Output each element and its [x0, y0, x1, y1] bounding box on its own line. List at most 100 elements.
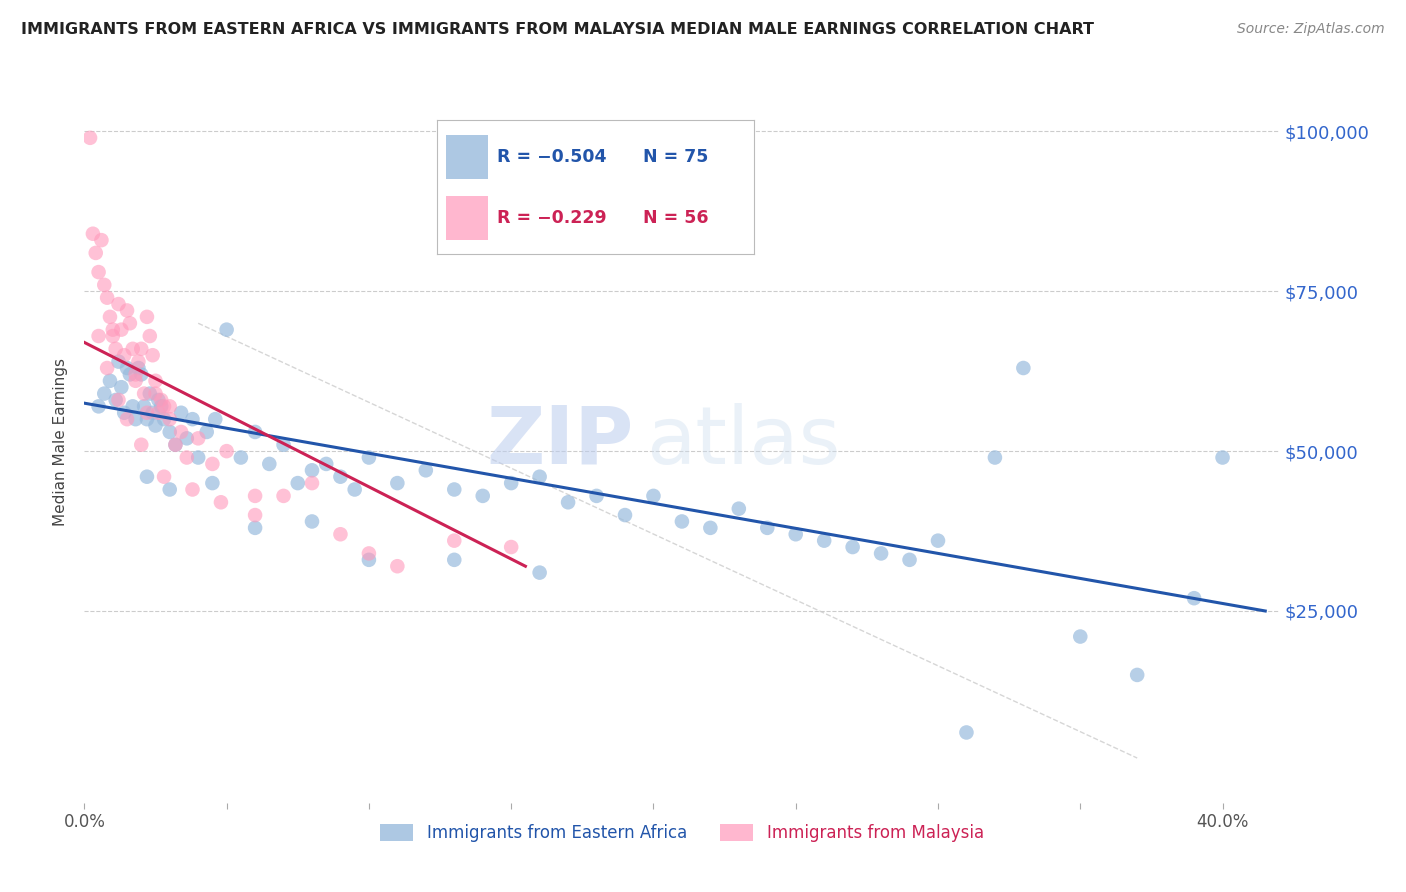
Point [90, 233, 112, 247]
Point [301, 463, 323, 477]
Point [201, 457, 224, 471]
Point [101, 329, 124, 343]
Point [127, 361, 149, 376]
Point [145, 418, 167, 433]
Point [87, 265, 110, 279]
Point [329, 527, 352, 541]
Point [898, 553, 921, 567]
Point [159, 400, 181, 414]
Point [443, 483, 465, 497]
Point [107, 297, 129, 311]
Point [387, 476, 409, 491]
Point [273, 438, 295, 452]
Point [124, 412, 146, 426]
Point [870, 546, 893, 560]
Point [813, 533, 835, 548]
Point [118, 368, 141, 382]
Point [121, 342, 143, 356]
Point [181, 412, 204, 426]
Point [139, 386, 162, 401]
Point [471, 489, 494, 503]
Point [93, 386, 115, 401]
Point [756, 521, 779, 535]
Point [96, 291, 118, 305]
Point [671, 515, 693, 529]
Point [243, 489, 266, 503]
Point [153, 412, 176, 426]
Point [357, 450, 380, 465]
Point [148, 406, 170, 420]
Point [104, 392, 127, 407]
Point [273, 489, 295, 503]
Point [142, 406, 165, 420]
Point [287, 476, 309, 491]
Point [1126, 668, 1149, 682]
Point [187, 450, 209, 465]
Point [112, 406, 135, 420]
Point [181, 483, 204, 497]
Point [142, 348, 165, 362]
Point [136, 412, 159, 426]
Point [170, 406, 193, 420]
Point [129, 368, 152, 382]
Point [139, 329, 162, 343]
Point [87, 400, 110, 414]
Point [124, 368, 146, 382]
Point [136, 469, 159, 483]
Point [927, 533, 949, 548]
Point [153, 400, 176, 414]
Point [201, 476, 224, 491]
Point [82, 227, 104, 241]
Point [79, 131, 101, 145]
Point [529, 469, 551, 483]
Point [243, 521, 266, 535]
Point [699, 521, 721, 535]
Point [614, 508, 637, 522]
Point [170, 425, 193, 439]
Point [150, 392, 173, 407]
Point [984, 450, 1007, 465]
Point [315, 457, 337, 471]
Point [1012, 361, 1035, 376]
Point [243, 508, 266, 522]
Point [159, 425, 181, 439]
Point [243, 425, 266, 439]
Point [215, 444, 238, 458]
Point [165, 438, 187, 452]
Point [529, 566, 551, 580]
Point [159, 412, 181, 426]
Point [124, 374, 146, 388]
Point [101, 323, 124, 337]
Point [127, 354, 149, 368]
Point [98, 310, 121, 324]
Point [107, 392, 129, 407]
Point [343, 483, 366, 497]
Point [96, 361, 118, 376]
Point [357, 553, 380, 567]
Point [443, 533, 465, 548]
Point [148, 392, 170, 407]
Point [357, 546, 380, 560]
Point [84, 246, 107, 260]
Point [204, 412, 226, 426]
Point [118, 316, 141, 330]
Point [195, 425, 218, 439]
Point [557, 495, 579, 509]
Point [110, 323, 132, 337]
Point [209, 495, 232, 509]
Point [387, 559, 409, 574]
Y-axis label: Median Male Earnings: Median Male Earnings [53, 358, 69, 525]
Point [415, 463, 437, 477]
Point [1212, 450, 1234, 465]
Point [727, 501, 749, 516]
Point [115, 412, 138, 426]
Point [176, 431, 198, 445]
Text: Source: ZipAtlas.com: Source: ZipAtlas.com [1237, 22, 1385, 37]
Point [187, 431, 209, 445]
Point [145, 386, 167, 401]
Point [841, 540, 863, 554]
Text: atlas: atlas [647, 402, 841, 481]
Point [501, 476, 523, 491]
Point [229, 450, 252, 465]
Point [785, 527, 807, 541]
